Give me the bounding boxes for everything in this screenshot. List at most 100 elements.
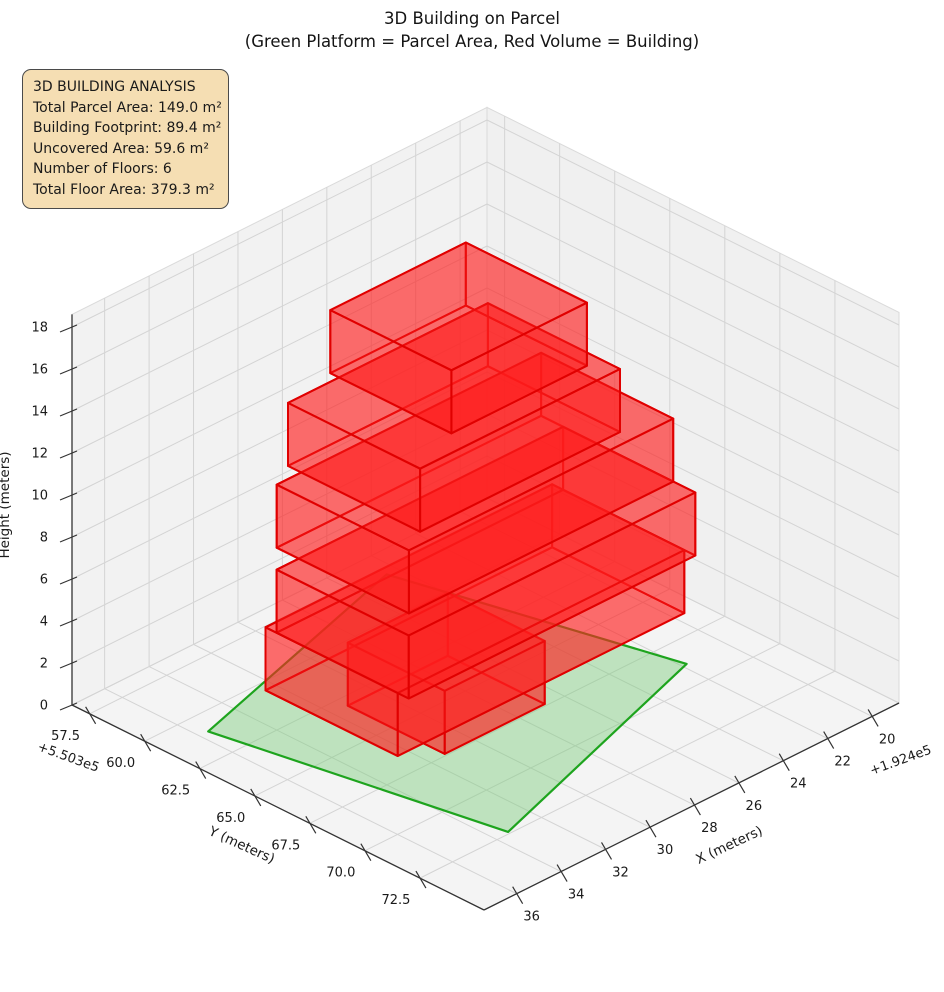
analysis-heading: 3D BUILDING ANALYSIS [33,79,196,95]
z-axis-label: Height (meters) [0,451,13,558]
z-grid-left-wall [71,287,488,496]
y-grid-floor [254,588,670,797]
x-grid-floor [415,533,828,740]
x-tick-mark [823,731,835,749]
x-grid-floor [104,688,517,895]
y-tick-mark [195,761,207,779]
z-tick-mark [59,492,78,501]
x-axis-offset-text: +1.924e5 [868,743,934,779]
x-tick-mark [734,775,746,794]
building-floor-3-face [275,568,410,700]
analysis-line-parcel-area: Total Parcel Area: 149.0 m² [33,99,222,116]
x-axis-spine [483,702,900,911]
z-grid-right-wall [486,245,900,452]
y-grid-floor [144,533,560,742]
z-grid-right-wall [486,287,900,494]
z-tick-label: 12 [31,447,48,462]
x-tick-label: 20 [879,732,896,747]
analysis-line-footprint: Building Footprint: 89.4 m² [33,120,222,136]
x-tick-label: 26 [746,799,763,814]
parcel-platform [207,573,688,834]
z-grid-right-wall [486,371,900,578]
z-grid-left-wall [71,455,488,664]
analysis-line-uncovered: Uncovered Area: 59.6 m² [33,140,209,157]
y-grid-floor [89,506,505,715]
y-grid-floor [364,643,781,852]
y-tick-label: 60.0 [106,756,135,771]
chart-subtitle: (Green Platform = Parcel Area, Red Volum… [244,32,700,51]
z-tick-mark [59,366,78,375]
z-tick-label: 18 [31,321,48,336]
z-grid-left-wall [71,497,488,706]
page-title: 3D Building on Parcel (Green Platform = … [0,7,944,53]
z-grid-right-wall [486,497,900,704]
z-grid-right-wall [486,203,900,410]
y-tick-mark [140,733,152,752]
y-tick-label: 57.5 [51,729,80,744]
analysis-line-floor-area: Total Floor Area: 379.3 m² [33,181,215,198]
z-tick-label: 4 [40,615,48,630]
x-tick-mark [689,797,701,816]
z-tick-mark [59,618,78,627]
z-grid-left-wall [71,371,488,580]
z-grid-left-wall [71,203,488,412]
x-tick-label: 36 [523,910,540,925]
z-grid-right-wall [486,161,900,368]
x-grid-floor [459,510,873,717]
x-tick-mark [601,842,613,860]
building-floor-6-face [329,309,453,435]
z-tick-mark [59,576,78,585]
building-floor-5-face [287,401,422,533]
y-tick-label: 70.0 [326,866,355,881]
x-tick-mark [556,864,568,882]
x-tick-label: 30 [657,843,674,858]
y-axis-offset-text: +5.503e5 [35,740,101,776]
x-tick-label: 28 [701,821,718,836]
z-grid-right-wall [486,413,900,620]
y-axis-label: Y (meters) [205,823,277,867]
z-tick-label: 2 [40,657,48,672]
y-grid-floor [199,561,615,769]
x-tick-label: 22 [834,755,851,770]
x-tick-label: 24 [790,777,807,792]
x-tick-label: 34 [568,888,585,903]
z-grid-left-wall [71,245,488,454]
chart-title: 3D Building on Parcel [384,9,560,28]
z-tick-label: 6 [40,573,48,588]
y-tick-mark [85,706,97,725]
y-tick-mark [360,843,372,862]
z-tick-label: 14 [31,405,48,420]
z-tick-mark [59,408,78,417]
z-tick-label: 0 [40,699,48,714]
z-tick-mark [59,702,78,711]
z-tick-label: 8 [40,531,48,546]
x-tick-label: 32 [612,865,629,880]
z-grid-left-wall [71,329,488,538]
z-tick-mark [59,534,78,543]
x-grid-floor [148,666,562,872]
z-grid-right-wall [486,455,900,662]
z-tick-label: 10 [31,489,48,504]
x-grid-floor [282,599,695,806]
y-tick-mark [250,788,262,807]
x-tick-mark [778,753,790,772]
z-tick-mark [59,450,78,459]
building-floor-1-face [346,641,446,755]
z-grid-left-wall [71,119,488,328]
building-floor-4-face [275,483,410,615]
y-grid-floor [419,670,836,879]
y-tick-label: 72.5 [381,893,410,908]
z-grid-left-wall [71,161,488,370]
x-tick-mark [512,886,524,905]
x-tick-mark [867,709,879,727]
y-tick-mark [305,816,317,834]
analysis-line-floors: Number of Floors: 6 [33,161,172,177]
z-tick-label: 16 [31,363,48,378]
y-tick-label: 67.5 [271,838,300,853]
y-tick-mark [415,870,427,889]
analysis-info-box: 3D BUILDING ANALYSIS Total Parcel Area: … [22,69,229,209]
x-tick-mark [645,819,657,838]
y-tick-label: 65.0 [216,811,245,826]
